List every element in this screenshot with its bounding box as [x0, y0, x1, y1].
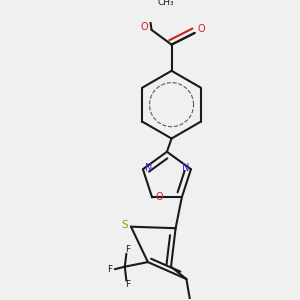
Text: N: N	[182, 163, 189, 173]
Text: O: O	[198, 24, 205, 34]
Text: S: S	[122, 220, 128, 230]
Text: F: F	[125, 280, 130, 289]
Text: O: O	[155, 192, 163, 203]
Text: O: O	[141, 22, 148, 32]
Text: F: F	[107, 265, 112, 274]
Text: CH₃: CH₃	[157, 0, 174, 7]
Text: N: N	[145, 163, 152, 173]
Text: F: F	[125, 245, 130, 254]
